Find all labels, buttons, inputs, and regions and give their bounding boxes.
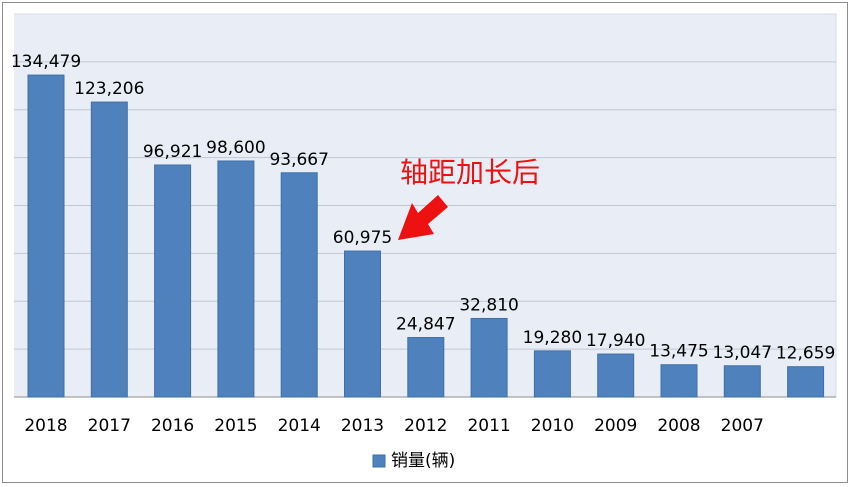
bar-2013	[344, 250, 381, 398]
data-label-2017: 123,206	[74, 79, 144, 99]
x-tick-label-2017: 2017	[88, 416, 131, 436]
legend-swatch	[372, 454, 386, 468]
x-tick-label-2016: 2016	[151, 416, 194, 436]
bar-2007	[723, 365, 761, 398]
bar-2011	[470, 317, 508, 398]
data-label-2016: 96,921	[143, 142, 202, 162]
data-label-2008: 13,475	[649, 342, 708, 362]
bar-2010	[533, 350, 571, 398]
x-tick-label-2012: 2012	[404, 416, 447, 436]
data-label-2010: 19,280	[523, 328, 582, 348]
x-tick-label-2014: 2014	[278, 416, 321, 436]
bar-2014	[280, 172, 318, 398]
data-label-2013: 60,975	[333, 228, 392, 248]
data-label-2009: 17,940	[586, 331, 645, 351]
x-tick-label-2011: 2011	[467, 416, 510, 436]
x-tick-label-2015: 2015	[214, 416, 257, 436]
data-label-2007: 13,047	[713, 343, 772, 363]
bar-2008	[660, 364, 698, 398]
x-tick-label-2018: 2018	[24, 416, 67, 436]
data-label-2012: 24,847	[396, 315, 455, 335]
bar-2012	[407, 337, 445, 398]
data-label-2011: 32,810	[459, 295, 518, 315]
x-tick-label-2009: 2009	[594, 416, 637, 436]
bar-2016	[154, 164, 192, 398]
bar-2017	[90, 101, 128, 398]
x-tick-label-2013: 2013	[341, 416, 384, 436]
annotation-text: 轴距加长后	[400, 156, 540, 189]
data-label-extra: 12,659	[776, 344, 835, 364]
bar-2015	[217, 160, 255, 398]
data-label-2018: 134,479	[11, 52, 81, 72]
x-tick-label-2007: 2007	[721, 416, 764, 436]
bar-2009	[597, 353, 635, 398]
bar-extra	[787, 366, 825, 398]
x-tick-label-2008: 2008	[657, 416, 700, 436]
annotation-arrow	[398, 195, 448, 240]
legend-label: 销量(辆)	[391, 451, 455, 471]
x-tick-label-2010: 2010	[531, 416, 574, 436]
data-label-2015: 98,600	[206, 138, 265, 158]
bar-2018	[27, 74, 65, 398]
data-label-2014: 93,667	[269, 150, 328, 170]
